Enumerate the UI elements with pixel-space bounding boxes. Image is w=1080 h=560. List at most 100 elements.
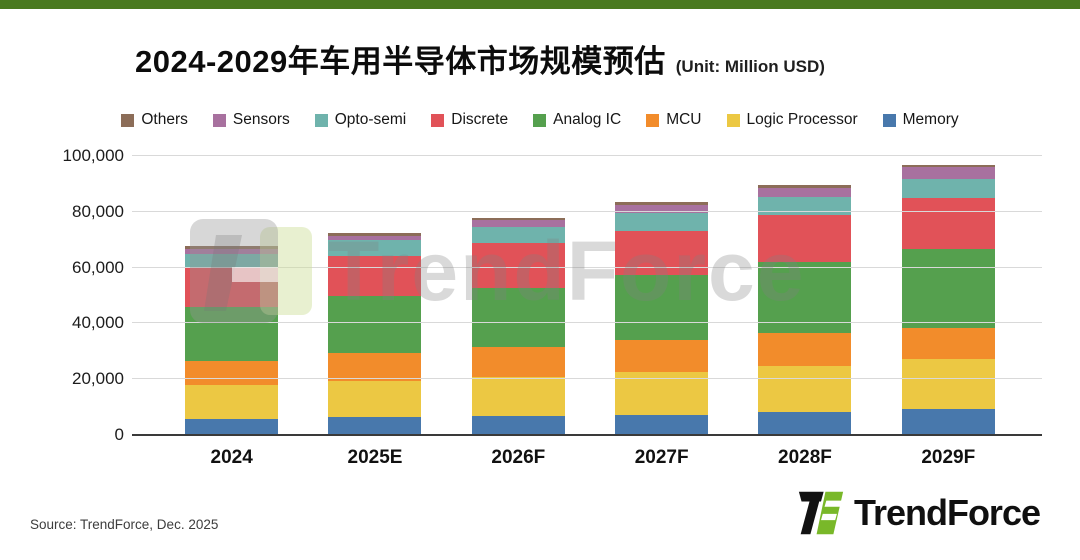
bar-segment-2027f-memory (615, 414, 709, 435)
plot-area (132, 155, 1042, 436)
bar-segment-2026f-analog-ic (471, 288, 565, 347)
bar-segment-2026f-mcu (471, 346, 565, 378)
page-title: 2024-2029年车用半导体市场规模预估 (135, 44, 666, 79)
bar-segment-2029f-memory (901, 408, 995, 435)
legend-item-others: Others (121, 111, 188, 129)
bars (160, 156, 1020, 435)
legend-label-mcu: MCU (666, 111, 702, 128)
y-axis-labels: 0 20,000 40,000 60,000 80,000 100,000 (0, 146, 124, 444)
title-row: 2024-2029年车用半导体市场规模预估 (Unit: Million USD… (135, 36, 825, 81)
bar-segment-2028f-analog-ic (758, 262, 852, 333)
bar-segment-2025e-memory (328, 417, 422, 435)
legend-item-logic-processor: Logic Processor (726, 111, 858, 129)
stacked-bar-2025e (328, 156, 422, 435)
legend-label-sensors: Sensors (232, 111, 290, 128)
bar-segment-2025e-discrete (328, 256, 422, 296)
bar-segment-2025e-sensors (328, 235, 422, 241)
gridline-40-000 (132, 322, 1042, 324)
bar-segment-2027f-mcu (615, 340, 709, 372)
bar-segment-2029f-others (901, 164, 995, 167)
bar-segment-2025e-mcu (328, 353, 422, 381)
bar-column-2025e (303, 156, 446, 435)
bar-segment-2027f-others (615, 202, 709, 206)
legend-item-mcu: MCU (646, 111, 702, 129)
x-tick-label-2029f: 2029F (921, 447, 976, 468)
x-tick-label-2024: 2024 (210, 447, 253, 468)
legend-label-logic-processor: Logic Processor (746, 111, 858, 128)
bar-segment-2024-others (185, 246, 279, 249)
bar-segment-2026f-sensors (471, 219, 565, 227)
legend-label-opto-semi: Opto-semi (334, 111, 407, 128)
bar-segment-2024-logic-processor (185, 385, 279, 420)
bar-segment-2025e-logic-processor (328, 380, 422, 418)
bar-segment-2024-analog-ic (185, 306, 279, 362)
stacked-bar-2027f (615, 156, 709, 435)
legend-item-memory: Memory (882, 111, 959, 129)
legend-swatch-opto-semi (314, 113, 328, 127)
bar-column-2028f (733, 156, 876, 435)
bar-segment-2024-mcu (185, 361, 279, 386)
unit-label: (Unit: Million USD) (675, 57, 825, 76)
y-tick-label-0: 0 (114, 425, 124, 444)
bar-segment-2029f-opto-semi (901, 178, 995, 198)
trendforce-logo-icon (798, 491, 845, 535)
bar-segment-2029f-sensors (901, 166, 995, 179)
bar-segment-2025e-others (328, 232, 422, 236)
bar-segment-2027f-discrete (615, 230, 709, 275)
bar-segment-2028f-others (758, 185, 852, 188)
bar-segment-2026f-opto-semi (471, 226, 565, 244)
bar-segment-2028f-logic-processor (758, 366, 852, 413)
bar-segment-2024-sensors (185, 248, 279, 255)
bar-segment-2027f-analog-ic (615, 274, 709, 341)
bar-segment-2028f-memory (758, 412, 852, 435)
bar-segment-2026f-memory (471, 416, 565, 435)
bar-column-2029f (877, 156, 1020, 435)
x-tick-label-2025e: 2025E (347, 447, 403, 468)
stacked-bar-2029f (901, 156, 995, 435)
legend-label-analog-ic: Analog IC (553, 111, 622, 128)
bar-segment-2027f-sensors (615, 205, 709, 214)
x-tick-label-2027f: 2027F (634, 447, 689, 468)
bar-segment-2026f-others (471, 217, 565, 220)
trendforce-logo-text: TrendForce (853, 492, 1041, 533)
legend-swatch-sensors (212, 113, 226, 127)
trendforce-logo: TrendForce (796, 490, 1041, 536)
chart-legend: Others Sensors Opto-semi Discrete Analog IC M… (0, 111, 1080, 129)
stacked-bar-2024 (185, 156, 279, 435)
bar-segment-2028f-discrete (758, 215, 852, 263)
x-tick-label-2026f: 2026F (491, 447, 546, 468)
bar-segment-2028f-mcu (758, 332, 852, 367)
legend-item-discrete: Discrete (431, 111, 508, 129)
bar-segment-2029f-logic-processor (901, 358, 995, 409)
x-tick-label-2028f: 2028F (778, 447, 832, 468)
gridline-60-000 (132, 266, 1042, 268)
bar-column-2026f (447, 156, 590, 435)
y-tick-label-40-000: 40,000 (72, 313, 124, 333)
bar-segment-2024-discrete (185, 266, 279, 307)
legend-swatch-memory (882, 113, 896, 127)
bar-column-2024 (160, 156, 303, 435)
source-note: Source: TrendForce, Dec. 2025 (30, 517, 219, 532)
bar-segment-2026f-discrete (471, 243, 565, 289)
legend-item-opto-semi: Opto-semi (314, 111, 407, 129)
top-accent-bar (0, 0, 1080, 9)
bar-segment-2024-opto-semi (185, 254, 279, 267)
legend-swatch-discrete (431, 113, 445, 127)
x-axis-labels: 2024 2025E 2026F 2027F 2028F 2029F (160, 447, 1020, 469)
bar-segment-2028f-opto-semi (758, 196, 852, 216)
legend-label-others: Others (141, 111, 188, 128)
bar-segment-2029f-analog-ic (901, 248, 995, 328)
bar-segment-2029f-discrete (901, 197, 995, 249)
gridline-80-000 (132, 210, 1042, 212)
chart-area: 0 20,000 40,000 60,000 80,000 100,000 2024 202… (0, 145, 1080, 485)
bar-segment-2029f-mcu (901, 327, 995, 359)
legend-label-discrete: Discrete (451, 111, 509, 128)
bar-segment-2027f-opto-semi (615, 213, 709, 231)
legend-label-memory: Memory (902, 111, 959, 128)
bar-segment-2026f-logic-processor (471, 377, 565, 417)
y-tick-label-20-000: 20,000 (72, 369, 124, 389)
bar-column-2027f (590, 156, 733, 435)
y-tick-label-60-000: 60,000 (72, 257, 124, 277)
legend-swatch-analog-ic (533, 113, 547, 127)
